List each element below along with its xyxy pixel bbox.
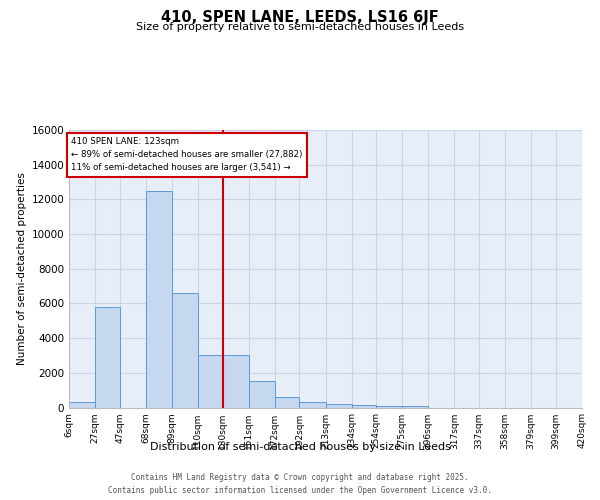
Bar: [69, 402, 95, 407]
Bar: [325, 404, 352, 407]
Text: Distribution of semi-detached houses by size in Leeds: Distribution of semi-detached houses by …: [149, 442, 451, 452]
Bar: [223, 356, 248, 408]
Text: 410 SPEN LANE: 123sqm
← 89% of semi-detached houses are smaller (27,882)
11% of : 410 SPEN LANE: 123sqm ← 89% of semi-deta…: [71, 137, 303, 172]
Bar: [248, 382, 275, 407]
Text: Contains HM Land Registry data © Crown copyright and database right 2025.
Contai: Contains HM Land Registry data © Crown c…: [108, 474, 492, 495]
Bar: [352, 405, 376, 407]
Bar: [146, 190, 172, 408]
Bar: [403, 406, 428, 407]
Bar: [95, 307, 120, 408]
Y-axis label: Number of semi-detached properties: Number of semi-detached properties: [17, 172, 27, 365]
Bar: [275, 397, 299, 407]
Text: Size of property relative to semi-detached houses in Leeds: Size of property relative to semi-detach…: [136, 22, 464, 32]
Text: 410, SPEN LANE, LEEDS, LS16 6JF: 410, SPEN LANE, LEEDS, LS16 6JF: [161, 10, 439, 25]
Bar: [376, 406, 403, 407]
Bar: [299, 402, 325, 407]
Bar: [198, 356, 223, 408]
Bar: [172, 293, 198, 408]
